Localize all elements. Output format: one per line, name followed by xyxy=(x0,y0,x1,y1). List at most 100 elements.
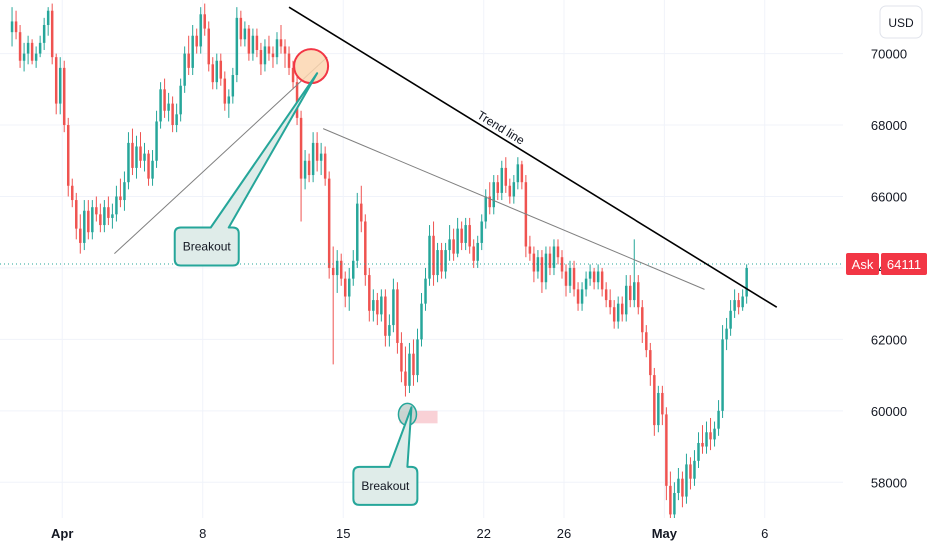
candle-body xyxy=(62,67,66,126)
candle xyxy=(368,267,371,322)
candle xyxy=(416,328,419,383)
candle xyxy=(488,182,491,215)
candle xyxy=(203,3,206,36)
candle-body xyxy=(364,221,367,276)
price-tick-label: 60000 xyxy=(871,404,907,419)
time-axis-background xyxy=(0,518,932,550)
candle-body xyxy=(115,196,118,215)
candle xyxy=(556,239,560,265)
candle-body xyxy=(279,39,283,47)
candle-body xyxy=(99,214,102,226)
candle-body xyxy=(681,478,684,497)
candle xyxy=(95,196,98,222)
candle xyxy=(175,103,178,133)
candle-body xyxy=(307,160,311,176)
currency-button-box[interactable] xyxy=(879,5,923,39)
candle-body xyxy=(127,142,130,183)
candle-body xyxy=(492,182,496,208)
candle-body xyxy=(191,35,194,68)
candle xyxy=(364,214,367,286)
candle xyxy=(725,317,728,351)
candle-body xyxy=(199,14,202,47)
candle-body xyxy=(633,282,636,301)
candle-body xyxy=(412,353,415,376)
candle xyxy=(637,275,640,315)
candle xyxy=(66,117,70,197)
candle-body xyxy=(701,442,704,447)
candle xyxy=(360,185,363,233)
candle xyxy=(616,296,620,329)
candle xyxy=(79,214,82,254)
candle-body xyxy=(612,307,616,322)
candle-body xyxy=(552,246,556,268)
candle xyxy=(440,242,443,279)
candle-body xyxy=(58,67,62,104)
candle xyxy=(404,346,407,397)
currency-button[interactable]: USD xyxy=(879,5,923,39)
candle xyxy=(46,7,50,36)
candle xyxy=(71,178,74,208)
callout-label: Breakout xyxy=(183,239,232,253)
candle-body xyxy=(697,442,700,461)
candle-body xyxy=(512,182,516,197)
candle-body xyxy=(271,53,275,58)
candle-body xyxy=(103,207,106,226)
candle xyxy=(600,267,604,297)
channel-line xyxy=(114,56,328,255)
candle-body xyxy=(576,289,580,304)
candle xyxy=(520,160,524,190)
candle-body xyxy=(440,250,443,272)
ask-value: 64111 xyxy=(887,257,921,272)
candle xyxy=(195,28,198,54)
candle-body xyxy=(400,342,403,372)
candle-body xyxy=(665,414,668,486)
time-axis[interactable]: Apr 8 15 22 26 May 6 xyxy=(51,526,768,541)
time-tick-label: 8 xyxy=(199,526,206,541)
candle-body xyxy=(564,271,568,286)
candle-body xyxy=(468,225,471,247)
candle-body xyxy=(22,53,26,61)
candle-body xyxy=(143,153,146,161)
candle-body xyxy=(729,310,732,329)
candle xyxy=(255,28,259,58)
time-tick-label: 6 xyxy=(761,526,768,541)
candle-body xyxy=(26,42,30,54)
candle-body xyxy=(356,203,359,261)
candle-body xyxy=(488,196,491,208)
candle-body xyxy=(283,46,287,54)
candle-body xyxy=(187,53,190,68)
candle-body xyxy=(528,246,532,254)
candle xyxy=(612,300,616,329)
candle-body xyxy=(323,153,327,179)
candle-body xyxy=(516,164,520,183)
candle-body xyxy=(464,225,467,243)
price-tick-label: 70000 xyxy=(871,47,907,62)
candle xyxy=(524,175,528,258)
candle-body xyxy=(50,10,54,58)
candle-body xyxy=(183,53,186,86)
candle xyxy=(119,178,122,208)
candle xyxy=(199,7,202,54)
candle xyxy=(54,53,58,115)
candle xyxy=(335,250,339,293)
candle xyxy=(143,142,146,172)
candle xyxy=(628,275,632,308)
candle xyxy=(219,53,223,86)
candle-body xyxy=(604,289,608,301)
candle xyxy=(576,282,580,311)
candle xyxy=(741,289,744,311)
candle-body xyxy=(693,460,696,479)
candle-body xyxy=(448,239,451,251)
candle-body xyxy=(163,89,166,111)
callout-bubble xyxy=(173,72,319,267)
candle-body xyxy=(556,246,560,258)
candle xyxy=(111,203,114,229)
currency-label[interactable]: USD xyxy=(888,16,914,30)
candle xyxy=(508,178,512,204)
candle-body xyxy=(295,82,299,118)
candle xyxy=(251,28,255,61)
candle-body xyxy=(175,114,178,126)
candle xyxy=(83,200,86,251)
candle xyxy=(103,200,106,233)
